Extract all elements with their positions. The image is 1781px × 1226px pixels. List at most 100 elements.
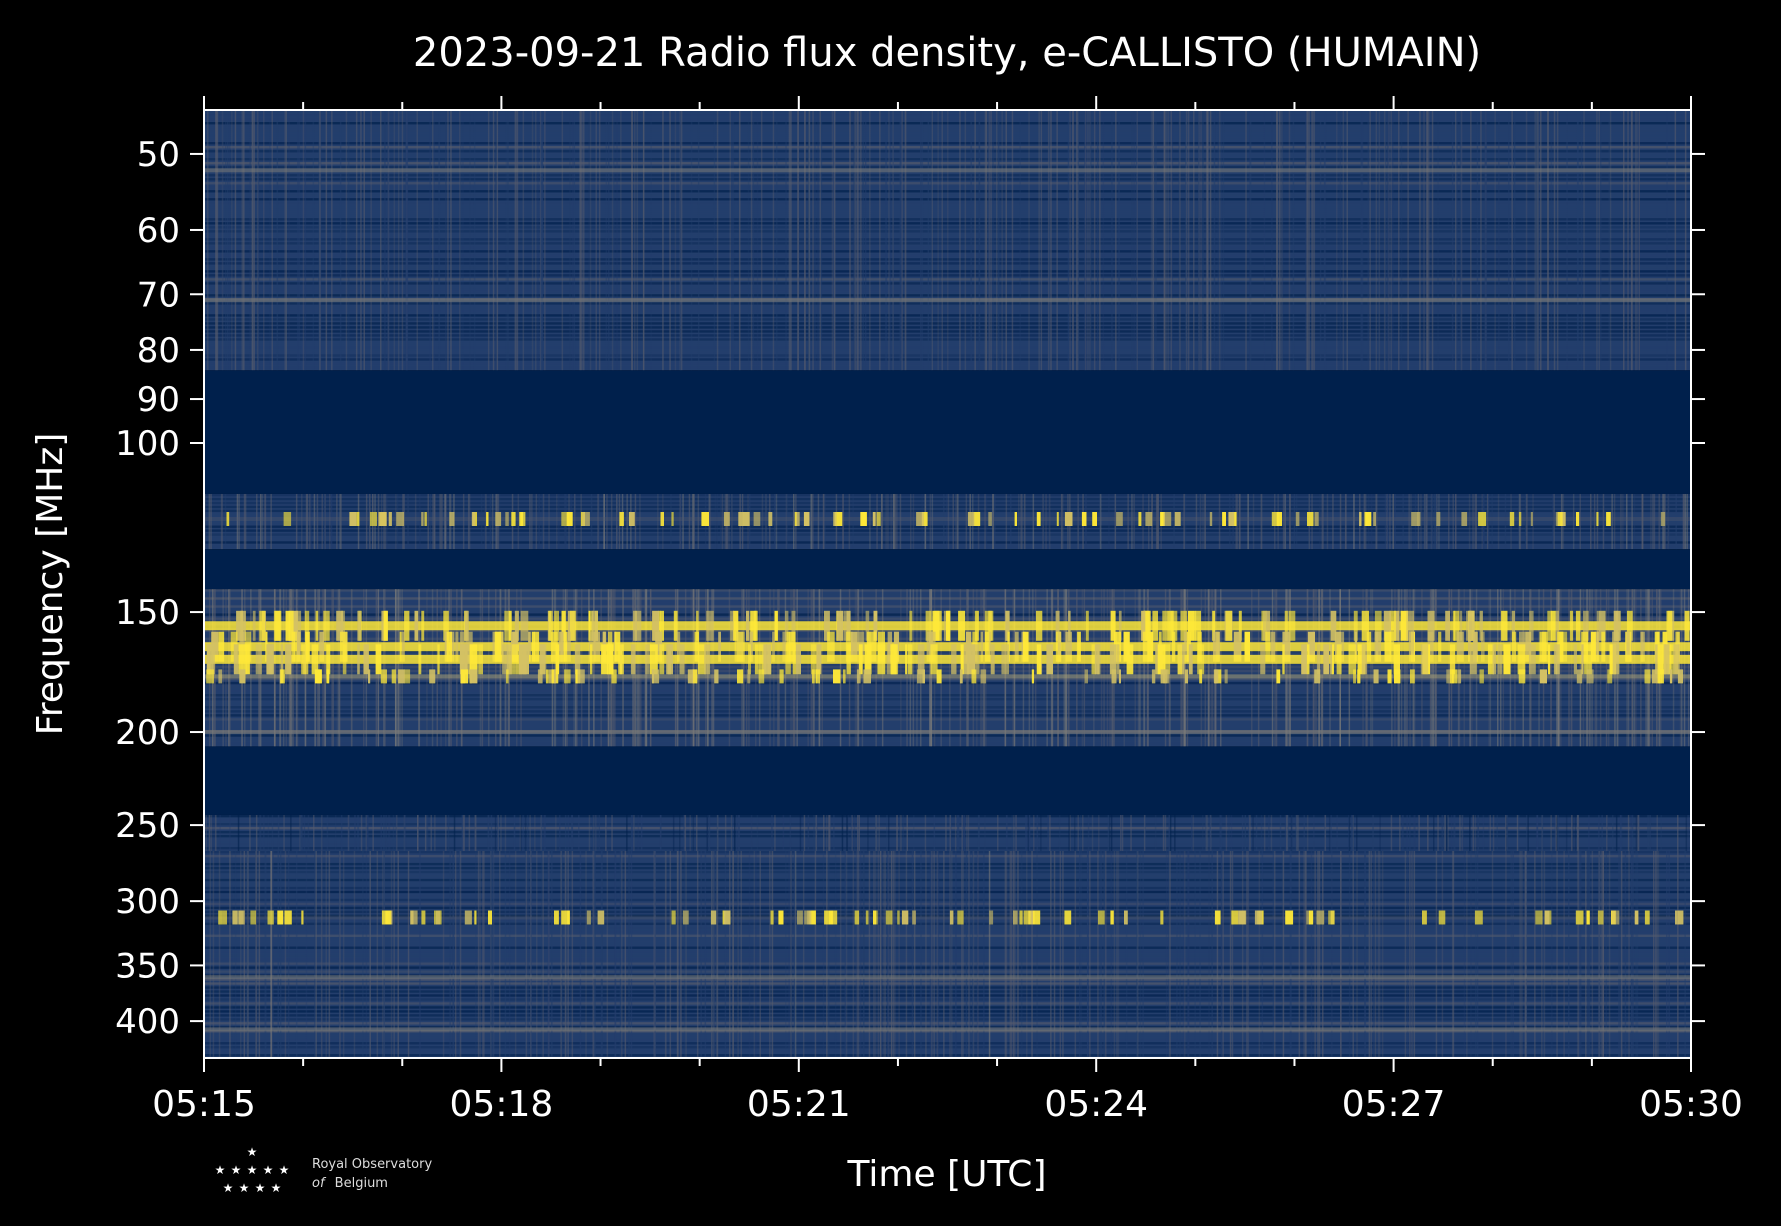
band-speckle — [964, 110, 967, 371]
band-speckle — [692, 589, 695, 747]
band-speckle — [540, 110, 542, 371]
burst-mark — [1193, 610, 1197, 641]
band-speckle — [1433, 493, 1436, 550]
band-speckle — [1289, 493, 1291, 550]
y-tick-label: 50 — [137, 135, 180, 175]
band-speckle — [496, 110, 499, 371]
burst-mark — [1466, 610, 1472, 641]
logo-star: ★ — [255, 1181, 266, 1195]
band-speckle — [1165, 850, 1168, 1058]
band-speckle — [700, 850, 702, 1058]
burst-mark — [658, 610, 661, 641]
band-speckle — [592, 850, 594, 1058]
burst-mark — [733, 610, 739, 641]
band-speckle — [1022, 589, 1025, 747]
band-speckle — [1123, 589, 1125, 747]
band-speckle — [933, 814, 936, 851]
band-speckle — [482, 850, 484, 1058]
burst-mark — [1162, 610, 1169, 641]
burst-mark — [660, 610, 664, 641]
band-texture-stripe — [204, 198, 1691, 201]
band-texture-stripe — [204, 702, 1691, 705]
burst-mark — [676, 631, 681, 662]
band-texture-stripe — [204, 334, 1691, 337]
burst-mark — [1143, 610, 1151, 641]
burst-mark — [1197, 644, 1205, 675]
band-speckle — [759, 850, 761, 1058]
band-speckle — [1108, 493, 1110, 550]
band-speckle — [1619, 814, 1622, 851]
band-speckle — [961, 850, 963, 1058]
band-speckle — [1005, 850, 1008, 1058]
band-speckle — [404, 814, 407, 851]
plot-area — [204, 110, 1691, 1058]
band-speckle — [949, 850, 951, 1058]
band-texture-stripe — [204, 513, 1691, 517]
burst-mark — [796, 512, 800, 526]
band-speckle — [949, 850, 952, 1058]
burst-mark — [1492, 644, 1497, 675]
band-speckle — [1458, 589, 1461, 747]
band-speckle — [1099, 493, 1102, 550]
burst-mark — [951, 644, 957, 675]
band-speckle — [790, 110, 792, 371]
band-texture-stripe — [204, 142, 1691, 145]
band-speckle — [381, 850, 384, 1058]
band-texture-stripe — [204, 214, 1691, 217]
band-speckle — [1649, 814, 1651, 851]
band-speckle — [573, 110, 576, 371]
band-speckle — [912, 493, 915, 550]
burst-mark — [396, 512, 405, 526]
band-speckle — [236, 493, 239, 550]
band-speckle — [464, 814, 466, 851]
band-speckle — [1186, 589, 1189, 747]
burst-mark — [319, 631, 325, 662]
burst-mark — [418, 644, 422, 675]
burst-mark — [967, 644, 975, 675]
band-speckle — [524, 850, 527, 1058]
burst-mark — [988, 610, 994, 641]
band-speckle — [525, 850, 528, 1058]
burst-mark — [1597, 910, 1604, 925]
band-speckle — [1477, 814, 1479, 851]
band-speckle — [592, 814, 594, 851]
band-speckle — [416, 110, 418, 371]
band-speckle — [271, 814, 274, 851]
spectrum-band-masked — [204, 549, 1691, 590]
band-speckle — [683, 814, 685, 851]
band-speckle — [808, 110, 810, 371]
burst-mark — [1233, 631, 1242, 662]
band-speckle — [1032, 493, 1035, 550]
band-speckle — [316, 493, 319, 550]
band-speckle — [790, 110, 792, 371]
band-speckle — [680, 493, 682, 550]
band-speckle — [1394, 493, 1396, 550]
burst-mark — [1559, 631, 1564, 662]
band-speckle — [712, 850, 715, 1058]
burst-mark — [1357, 669, 1361, 684]
band-speckle — [1274, 850, 1276, 1058]
band-speckle — [588, 589, 590, 747]
band-speckle — [271, 110, 273, 371]
band-speckle — [847, 814, 849, 851]
band-speckle — [1532, 493, 1534, 550]
band-speckle — [1371, 589, 1374, 747]
band-speckle — [786, 493, 788, 550]
band-speckle — [724, 850, 727, 1058]
band-speckle — [1409, 814, 1411, 851]
band-speckle — [1550, 589, 1552, 747]
burst-mark — [399, 631, 402, 662]
burst-mark — [758, 669, 765, 684]
band-speckle — [433, 110, 435, 371]
band-texture-stripe — [204, 146, 1691, 149]
band-speckle — [736, 814, 738, 851]
band-speckle — [438, 110, 440, 371]
band-speckle — [328, 850, 331, 1058]
band-speckle — [1525, 850, 1527, 1058]
band-speckle — [990, 110, 992, 371]
band-speckle — [1660, 814, 1662, 851]
burst-mark — [591, 610, 598, 641]
band-speckle — [1450, 814, 1453, 851]
band-speckle — [541, 110, 543, 371]
band-speckle — [348, 814, 350, 851]
